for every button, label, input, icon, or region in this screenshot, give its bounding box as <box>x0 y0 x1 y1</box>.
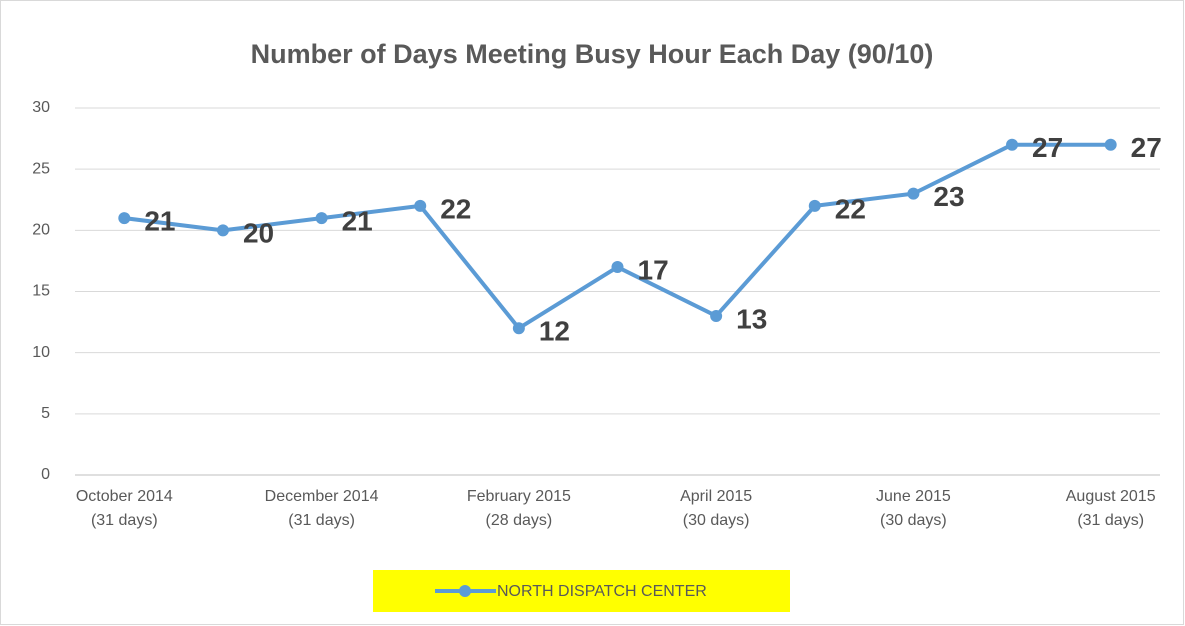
x-tick-label-line: (31 days) <box>1077 512 1144 529</box>
x-tick-label-line: (31 days) <box>91 512 158 529</box>
x-tick-label: October 2014 (31 days) <box>76 488 173 529</box>
x-tick-label-line: (28 days) <box>486 512 553 529</box>
x-tick-label: April 2015 (30 days) <box>680 488 752 529</box>
y-tick-label: 0 <box>41 466 50 483</box>
data-label: 27 <box>1131 132 1162 163</box>
data-label: 12 <box>539 316 570 347</box>
data-label: 22 <box>440 193 471 224</box>
point-marker <box>710 309 723 322</box>
y-tick-label: 30 <box>32 99 50 116</box>
point-marker <box>907 187 920 200</box>
x-tick-label-line: April 2015 <box>680 488 752 505</box>
y-tick-label: 20 <box>32 222 50 239</box>
data-label: 13 <box>736 303 767 334</box>
data-label: 21 <box>144 205 175 236</box>
point-marker <box>414 199 427 212</box>
point-marker <box>1104 138 1117 151</box>
point-marker <box>512 322 525 335</box>
point-marker <box>611 261 624 274</box>
legend-marker <box>459 585 471 597</box>
y-tick-label: 15 <box>32 283 50 300</box>
y-tick-label: 25 <box>32 160 50 177</box>
x-tick-label: February 2015 (28 days) <box>467 488 571 529</box>
x-tick-label-line: October 2014 <box>76 488 173 505</box>
chart-title: Number of Days Meeting Busy Hour Each Da… <box>251 39 934 69</box>
x-tick-label: August 2015 (31 days) <box>1066 488 1156 529</box>
data-label: 20 <box>243 218 274 249</box>
x-tick-label: December 2014 (31 days) <box>265 488 379 529</box>
legend-label: NORTH DISPATCH CENTER <box>497 583 707 600</box>
data-label: 21 <box>342 205 373 236</box>
y-tick-label: 10 <box>32 344 50 361</box>
data-label: 23 <box>933 181 964 212</box>
x-tick-label-line: June 2015 <box>876 488 951 505</box>
x-tick-label-line: (30 days) <box>880 512 947 529</box>
point-marker <box>118 212 131 225</box>
point-marker <box>1006 138 1019 151</box>
x-tick-label-line: February 2015 <box>467 488 571 505</box>
x-tick-label-line: December 2014 <box>265 488 379 505</box>
x-tick-label-line: (30 days) <box>683 512 750 529</box>
y-tick-label: 5 <box>41 405 50 422</box>
x-tick-label-line: August 2015 <box>1066 488 1156 505</box>
data-label: 27 <box>1032 132 1063 163</box>
point-marker <box>315 212 328 225</box>
x-tick-label-line: (31 days) <box>288 512 355 529</box>
data-label: 17 <box>638 254 669 285</box>
point-marker <box>808 199 821 212</box>
point-marker <box>216 224 229 237</box>
data-label: 22 <box>835 193 866 224</box>
x-tick-label: June 2015 (30 days) <box>876 488 951 529</box>
